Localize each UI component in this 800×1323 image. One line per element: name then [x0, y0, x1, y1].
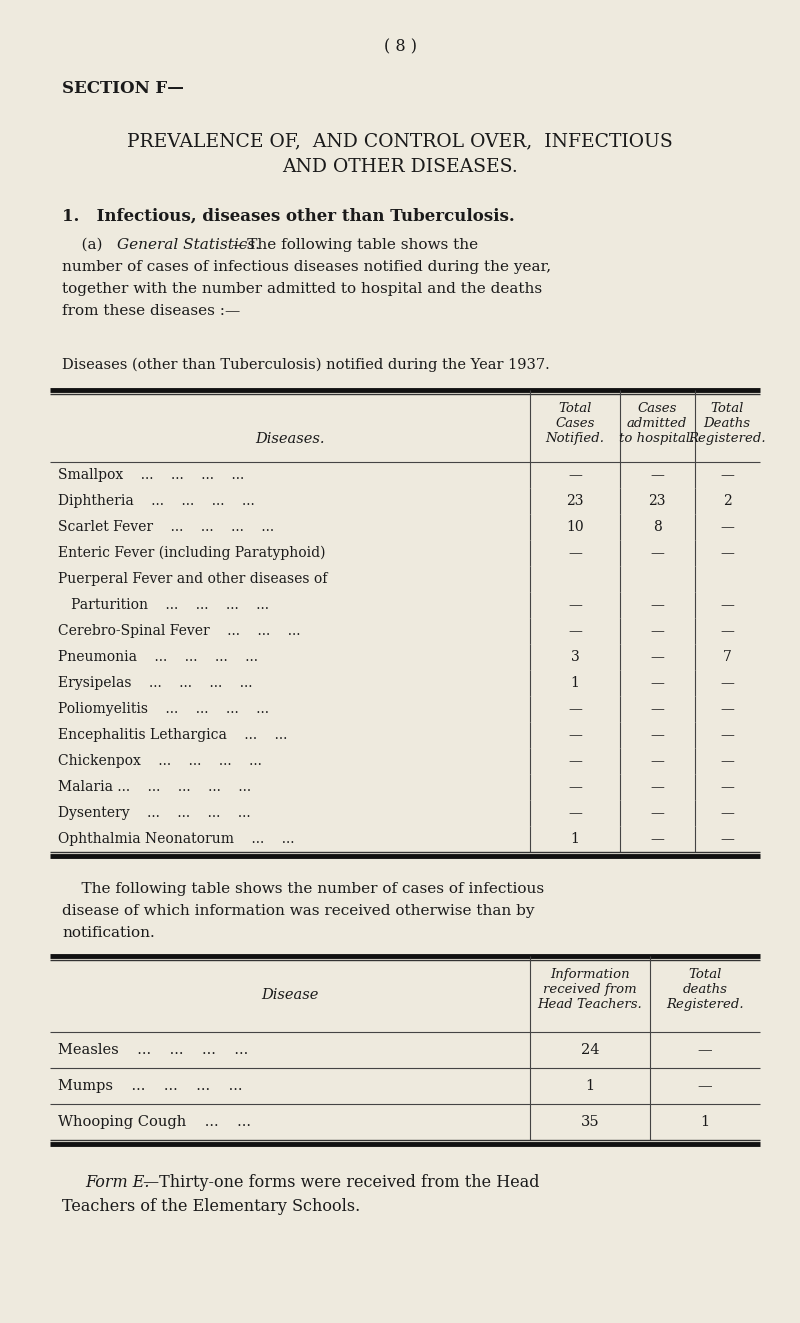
Text: —: — — [650, 703, 664, 716]
Text: —: — — [650, 650, 664, 664]
Text: —: — — [568, 624, 582, 638]
Text: Poliomyelitis    ...    ...    ...    ...: Poliomyelitis ... ... ... ... — [58, 703, 269, 716]
Text: —: — — [720, 832, 734, 845]
Text: Puerperal Fever and other diseases of: Puerperal Fever and other diseases of — [58, 572, 327, 586]
Text: Total
Deaths
Registered.: Total Deaths Registered. — [688, 402, 766, 445]
Text: Malaria ...    ...    ...    ...    ...: Malaria ... ... ... ... ... — [58, 781, 251, 794]
Text: —: — — [650, 468, 664, 482]
Text: Whooping Cough    ...    ...: Whooping Cough ... ... — [58, 1115, 251, 1129]
Text: number of cases of infectious diseases notified during the year,: number of cases of infectious diseases n… — [62, 261, 551, 274]
Text: Disease: Disease — [262, 988, 318, 1002]
Text: Cerebro-Spinal Fever    ...    ...    ...: Cerebro-Spinal Fever ... ... ... — [58, 624, 301, 638]
Text: 7: 7 — [722, 650, 731, 664]
Text: 1: 1 — [701, 1115, 710, 1129]
Text: —Thirty-one forms were received from the Head: —Thirty-one forms were received from the… — [143, 1174, 539, 1191]
Text: —: — — [568, 781, 582, 794]
Text: —: — — [568, 468, 582, 482]
Text: Enteric Fever (including Paratyphoid): Enteric Fever (including Paratyphoid) — [58, 546, 326, 560]
Text: Diseases.: Diseases. — [255, 433, 325, 446]
Text: Scarlet Fever    ...    ...    ...    ...: Scarlet Fever ... ... ... ... — [58, 520, 274, 534]
Text: —: — — [720, 520, 734, 534]
Text: disease of which information was received otherwise than by: disease of which information was receive… — [62, 904, 534, 918]
Text: Form E.: Form E. — [85, 1174, 150, 1191]
Text: —: — — [568, 728, 582, 742]
Text: —: — — [650, 754, 664, 767]
Text: —: — — [650, 676, 664, 691]
Text: Diphtheria    ...    ...    ...    ...: Diphtheria ... ... ... ... — [58, 493, 254, 508]
Text: —: — — [720, 598, 734, 613]
Text: 1: 1 — [570, 676, 579, 691]
Text: —: — — [720, 754, 734, 767]
Text: 23: 23 — [648, 493, 666, 508]
Text: —: — — [720, 546, 734, 560]
Text: —: — — [720, 728, 734, 742]
Text: —The following table shows the: —The following table shows the — [232, 238, 478, 251]
Text: Chickenpox    ...    ...    ...    ...: Chickenpox ... ... ... ... — [58, 754, 262, 767]
Text: Dysentery    ...    ...    ...    ...: Dysentery ... ... ... ... — [58, 806, 250, 820]
Text: 1.   Infectious, diseases other than Tuberculosis.: 1. Infectious, diseases other than Tuber… — [62, 208, 514, 225]
Text: —: — — [720, 806, 734, 820]
Text: SECTION F—: SECTION F— — [62, 79, 184, 97]
Text: —: — — [568, 703, 582, 716]
Text: Diseases (other than Tuberculosis) notified during the Year 1937.: Diseases (other than Tuberculosis) notif… — [62, 359, 550, 372]
Text: General Statistics.: General Statistics. — [117, 238, 260, 251]
Text: Erysipelas    ...    ...    ...    ...: Erysipelas ... ... ... ... — [58, 676, 253, 691]
Text: —: — — [698, 1043, 712, 1057]
Text: AND OTHER DISEASES.: AND OTHER DISEASES. — [282, 157, 518, 176]
Text: —: — — [650, 598, 664, 613]
Text: Pneumonia    ...    ...    ...    ...: Pneumonia ... ... ... ... — [58, 650, 258, 664]
Text: (a): (a) — [62, 238, 112, 251]
Text: Information
received from
Head Teachers.: Information received from Head Teachers. — [538, 968, 642, 1011]
Text: —: — — [720, 676, 734, 691]
Text: 3: 3 — [570, 650, 579, 664]
Text: —: — — [650, 781, 664, 794]
Text: —: — — [720, 781, 734, 794]
Text: Total
deaths
Registered.: Total deaths Registered. — [666, 968, 744, 1011]
Text: Total
Cases
Notified.: Total Cases Notified. — [546, 402, 605, 445]
Text: —: — — [568, 806, 582, 820]
Text: 1: 1 — [586, 1080, 594, 1093]
Text: Cases
admitted
to hospital.: Cases admitted to hospital. — [619, 402, 694, 445]
Text: Teachers of the Elementary Schools.: Teachers of the Elementary Schools. — [62, 1199, 360, 1215]
Text: PREVALENCE OF,  AND CONTROL OVER,  INFECTIOUS: PREVALENCE OF, AND CONTROL OVER, INFECTI… — [127, 132, 673, 149]
Text: —: — — [568, 598, 582, 613]
Text: 8: 8 — [653, 520, 662, 534]
Text: —: — — [720, 703, 734, 716]
Text: from these diseases :—: from these diseases :— — [62, 304, 240, 318]
Text: —: — — [650, 832, 664, 845]
Text: 10: 10 — [566, 520, 584, 534]
Text: 1: 1 — [570, 832, 579, 845]
Text: —: — — [720, 468, 734, 482]
Text: —: — — [650, 728, 664, 742]
Text: The following table shows the number of cases of infectious: The following table shows the number of … — [62, 882, 544, 896]
Text: 2: 2 — [722, 493, 731, 508]
Text: 23: 23 — [566, 493, 584, 508]
Text: 35: 35 — [581, 1115, 599, 1129]
Text: —: — — [720, 624, 734, 638]
Text: Measles    ...    ...    ...    ...: Measles ... ... ... ... — [58, 1043, 248, 1057]
Text: together with the number admitted to hospital and the deaths: together with the number admitted to hos… — [62, 282, 542, 296]
Text: —: — — [650, 546, 664, 560]
Text: Parturition    ...    ...    ...    ...: Parturition ... ... ... ... — [58, 598, 269, 613]
Text: 24: 24 — [581, 1043, 599, 1057]
Text: Encephalitis Lethargica    ...    ...: Encephalitis Lethargica ... ... — [58, 728, 287, 742]
Text: —: — — [568, 546, 582, 560]
Text: —: — — [698, 1080, 712, 1093]
Text: Mumps    ...    ...    ...    ...: Mumps ... ... ... ... — [58, 1080, 242, 1093]
Text: Smallpox    ...    ...    ...    ...: Smallpox ... ... ... ... — [58, 468, 244, 482]
Text: Ophthalmia Neonatorum    ...    ...: Ophthalmia Neonatorum ... ... — [58, 832, 294, 845]
Text: ( 8 ): ( 8 ) — [383, 38, 417, 56]
Text: notification.: notification. — [62, 926, 154, 941]
Text: —: — — [650, 806, 664, 820]
Text: —: — — [568, 754, 582, 767]
Text: —: — — [650, 624, 664, 638]
